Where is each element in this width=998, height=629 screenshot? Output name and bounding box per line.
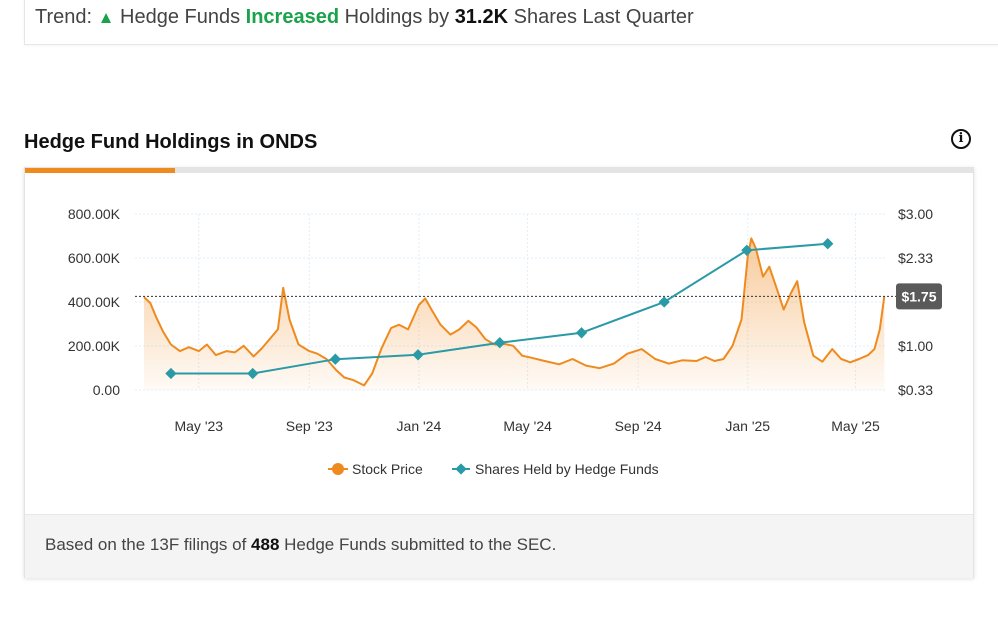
trend-highlight: Increased	[245, 6, 340, 28]
legend-shares-label[interactable]: Shares Held by Hedge Funds	[475, 461, 659, 477]
x-tick-label: Sep '24	[615, 418, 662, 434]
x-axis: May '23 Sep '23 Jan '24 May '24 Sep '24 Jan '…	[174, 418, 880, 434]
section-title: Hedge Fund Holdings in ONDS	[24, 131, 318, 153]
trend-prefix: Trend:	[35, 6, 93, 28]
trend-text-c: Shares Last Quarter	[513, 6, 694, 28]
x-tick-label: May '24	[503, 418, 552, 434]
info-icon[interactable]: i	[951, 129, 971, 149]
footer-note: Based on the 13F filings of 488 Hedge Fu…	[45, 535, 556, 555]
shares-point[interactable]	[329, 353, 342, 365]
y-left-tick-label: 0.00	[93, 382, 120, 398]
shares-point[interactable]	[247, 367, 259, 380]
y-left-tick-label: 600.00K	[68, 250, 121, 266]
footer-fund-count: 488	[251, 535, 280, 554]
y-right-tick-label: $2.33	[898, 250, 933, 266]
card-footer: Based on the 13F filings of 488 Hedge Fu…	[25, 514, 973, 578]
trend-up-arrow-icon: ▲	[97, 8, 115, 27]
shares-point[interactable]	[165, 367, 177, 380]
legend-shares-marker	[455, 463, 467, 475]
price-area-fill	[144, 238, 885, 390]
current-price-label: $1.75	[901, 288, 936, 304]
chart-legend: Stock Price Shares Held by Hedge Funds	[328, 461, 659, 477]
holdings-chart-card: 800.00K 600.00K 400.00K 200.00K 0.00 $3.00 $2…	[24, 167, 974, 578]
footer-text-a: Based on the 13F filings of	[45, 535, 247, 554]
footer-text-b: Hedge Funds submitted to the SEC.	[284, 535, 557, 554]
x-tick-label: May '23	[174, 418, 223, 434]
trend-text: Trend: ▲ Hedge Funds Increased Holdings …	[35, 6, 694, 29]
trend-text-b: Holdings by	[344, 6, 450, 28]
card-tab-active-indicator	[25, 168, 175, 173]
shares-point[interactable]	[412, 349, 424, 361]
shares-point[interactable]	[575, 327, 588, 339]
y-left-tick-label: 200.00K	[68, 338, 121, 354]
shares-point[interactable]	[658, 296, 670, 308]
y-right-tick-label: $0.33	[898, 382, 933, 398]
card-tab-track	[25, 168, 973, 173]
y-axis-left: 800.00K 600.00K 400.00K 200.00K 0.00	[68, 206, 121, 398]
x-tick-label: May '25	[831, 418, 880, 434]
x-tick-label: Sep '23	[286, 418, 333, 434]
shares-point[interactable]	[822, 238, 834, 250]
x-tick-label: Jan '24	[397, 418, 442, 434]
trend-banner: Trend: ▲ Hedge Funds Increased Holdings …	[24, 0, 998, 45]
legend-stock-price-label[interactable]: Stock Price	[352, 461, 423, 477]
trend-amount: 31.2K	[454, 6, 509, 28]
y-left-tick-label: 800.00K	[68, 206, 121, 222]
trend-text-a: Hedge Funds	[120, 6, 241, 28]
y-left-tick-label: 400.00K	[68, 294, 121, 310]
x-tick-label: Jan '25	[725, 418, 770, 434]
y-right-tick-label: $3.00	[898, 206, 933, 222]
y-right-tick-label: $1.00	[898, 338, 933, 354]
current-price-badge: $1.75	[896, 283, 942, 310]
shares-point[interactable]	[494, 337, 506, 349]
holdings-chart: 800.00K 600.00K 400.00K 200.00K 0.00 $3.00 $2…	[68, 206, 942, 477]
